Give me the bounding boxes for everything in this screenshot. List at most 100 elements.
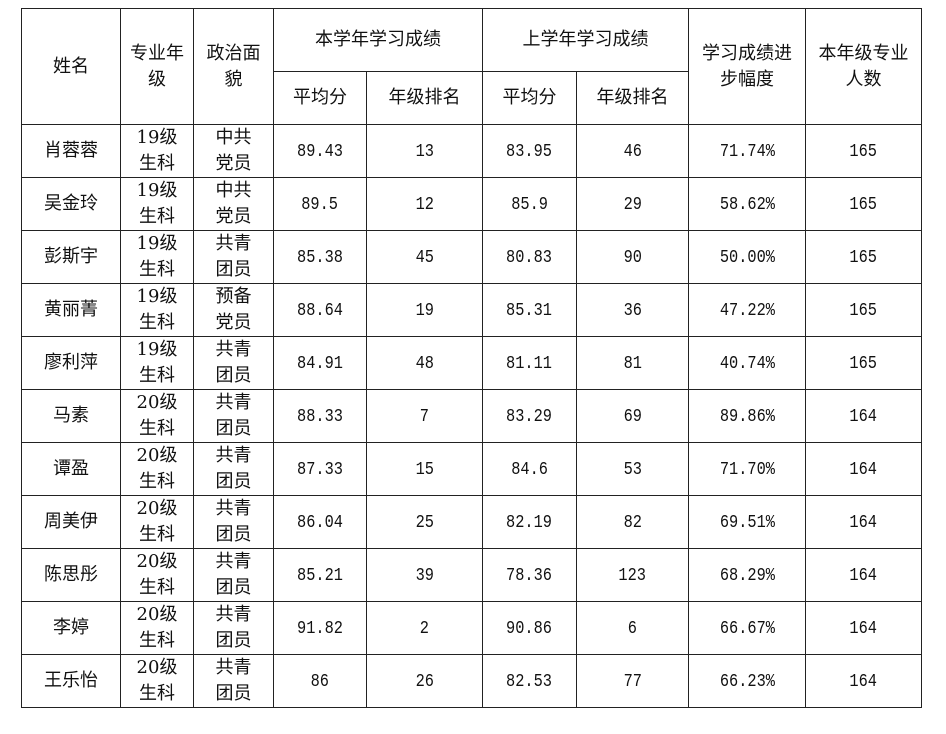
name-cell-text: 吴金玲 — [44, 193, 98, 214]
name-cell: 陈思彤 — [21, 548, 121, 602]
last-year-rank-cell-text: 6 — [627, 618, 638, 639]
this-year-avg-cell: 87.33 — [273, 442, 367, 496]
this-year-avg-cell: 89.43 — [273, 124, 367, 178]
grade-cell-text: 19级 生科 — [136, 127, 178, 174]
this-year-avg-cell: 86 — [273, 654, 367, 708]
this-year-rank-cell-text: 7 — [419, 406, 430, 427]
last-year-rank-cell-text: 29 — [623, 194, 642, 215]
status-cell: 中共 党员 — [193, 124, 274, 178]
header-last-year: 上学年学习成绩 — [482, 8, 689, 72]
last-year-avg-cell-text: 83.29 — [506, 406, 553, 427]
name-cell-text: 彭斯宇 — [44, 246, 98, 267]
grade-cell: 20级 生科 — [120, 548, 194, 602]
this-year-avg-cell: 84.91 — [273, 336, 367, 390]
this-year-rank-cell-text: 25 — [415, 512, 434, 533]
last-year-avg-cell-text: 80.83 — [506, 247, 553, 268]
header-name: 姓名 — [21, 8, 121, 125]
this-year-rank-cell-text: 12 — [415, 194, 434, 215]
name-cell-text: 陈思彤 — [44, 564, 98, 585]
progress-cell: 40.74% — [688, 336, 806, 390]
last-year-avg-cell: 78.36 — [482, 548, 577, 602]
last-year-avg-cell: 90.86 — [482, 601, 577, 655]
status-cell: 共青 团员 — [193, 336, 274, 390]
this-year-rank-cell-text: 13 — [415, 141, 434, 162]
name-cell-text: 廖利萍 — [44, 352, 98, 373]
this-year-avg-cell-text: 88.64 — [297, 300, 343, 321]
this-year-rank-cell-text: 39 — [415, 565, 434, 586]
status-cell: 共青 团员 — [193, 389, 274, 443]
name-cell-text: 王乐怡 — [44, 670, 98, 691]
status-cell-text: 中共 党员 — [215, 127, 252, 174]
count-cell-text: 164 — [849, 618, 878, 639]
progress-cell-text: 58.62% — [719, 194, 775, 215]
status-cell-text: 共青 团员 — [215, 339, 252, 386]
count-cell: 165 — [805, 177, 922, 231]
table-row: 周美伊 20级 生科 共青 团员 86.04 25 82.19 82 69.51% 164 — [21, 495, 922, 549]
grade-cell-text: 20级 生科 — [136, 392, 178, 439]
last-year-rank-cell-text: 82 — [623, 512, 642, 533]
this-year-rank-cell: 15 — [366, 442, 483, 496]
this-year-rank-cell: 19 — [366, 283, 483, 337]
count-cell-text: 164 — [849, 406, 878, 427]
this-year-avg-cell: 85.21 — [273, 548, 367, 602]
count-cell-text: 165 — [849, 141, 878, 162]
progress-cell-text: 69.51% — [719, 512, 775, 533]
progress-cell: 66.23% — [688, 654, 806, 708]
progress-cell: 68.29% — [688, 548, 806, 602]
last-year-avg-cell-text: 85.9 — [511, 194, 548, 215]
table-row: 李婷 20级 生科 共青 团员 91.82 2 90.86 6 66.67% 164 — [21, 601, 922, 655]
count-cell: 165 — [805, 124, 922, 178]
progress-cell-text: 50.00% — [719, 247, 775, 268]
name-cell-text: 肖蓉蓉 — [44, 140, 98, 161]
count-cell: 164 — [805, 495, 922, 549]
name-cell: 吴金玲 — [21, 177, 121, 231]
name-cell-text: 黄丽菁 — [44, 299, 98, 320]
grade-cell: 19级 生科 — [120, 124, 194, 178]
last-year-rank-cell-text: 46 — [623, 141, 642, 162]
this-year-avg-cell: 86.04 — [273, 495, 367, 549]
table-row: 马素 20级 生科 共青 团员 88.33 7 83.29 69 89.86% 164 — [21, 389, 922, 443]
header-major-grade: 专业年 级 — [120, 8, 194, 125]
this-year-avg-cell-text: 86 — [310, 671, 330, 692]
progress-cell-text: 40.74% — [719, 353, 775, 374]
this-year-avg-cell-text: 89.5 — [301, 194, 339, 215]
last-year-rank-cell: 81 — [576, 336, 689, 390]
grade-cell: 19级 生科 — [120, 336, 194, 390]
this-year-avg-cell-text: 89.43 — [297, 141, 343, 162]
progress-cell-text: 66.67% — [719, 618, 775, 639]
table-row: 谭盈 20级 生科 共青 团员 87.33 15 84.6 53 71.70% 164 — [21, 442, 922, 496]
name-cell: 王乐怡 — [21, 654, 121, 708]
grade-cell-text: 19级 生科 — [136, 339, 178, 386]
last-year-avg-cell: 82.53 — [482, 654, 577, 708]
grade-cell: 19级 生科 — [120, 283, 194, 337]
last-year-rank-cell: 53 — [576, 442, 689, 496]
count-cell-text: 164 — [849, 565, 878, 586]
last-year-rank-cell: 123 — [576, 548, 689, 602]
this-year-rank-cell: 39 — [366, 548, 483, 602]
progress-cell: 47.22% — [688, 283, 806, 337]
progress-cell: 89.86% — [688, 389, 806, 443]
grade-cell: 19级 生科 — [120, 177, 194, 231]
header-progress: 学习成绩进 步幅度 — [688, 8, 806, 125]
last-year-rank-cell: 77 — [576, 654, 689, 708]
this-year-rank-cell: 25 — [366, 495, 483, 549]
progress-cell: 50.00% — [688, 230, 806, 284]
this-year-avg-cell: 91.82 — [273, 601, 367, 655]
count-cell-text: 164 — [849, 671, 878, 692]
this-year-avg-cell-text: 85.21 — [297, 565, 343, 586]
this-year-rank-cell-text: 26 — [415, 671, 434, 692]
table-row: 吴金玲 19级 生科 中共 党员 89.5 12 85.9 29 58.62% 165 — [21, 177, 922, 231]
name-cell: 廖利萍 — [21, 336, 121, 390]
last-year-avg-cell: 83.29 — [482, 389, 577, 443]
last-year-avg-cell: 82.19 — [482, 495, 577, 549]
name-cell-text: 周美伊 — [44, 511, 98, 532]
grade-cell-text: 20级 生科 — [136, 551, 178, 598]
table-row: 黄丽菁 19级 生科 预备 党员 88.64 19 85.31 36 47.22% 165 — [21, 283, 922, 337]
last-year-avg-cell-text: 90.86 — [506, 618, 553, 639]
last-year-avg-cell: 85.9 — [482, 177, 577, 231]
count-cell: 164 — [805, 654, 922, 708]
count-cell: 164 — [805, 548, 922, 602]
last-year-rank-cell-text: 123 — [618, 565, 647, 586]
last-year-rank-cell: 69 — [576, 389, 689, 443]
count-cell-text: 164 — [849, 512, 878, 533]
